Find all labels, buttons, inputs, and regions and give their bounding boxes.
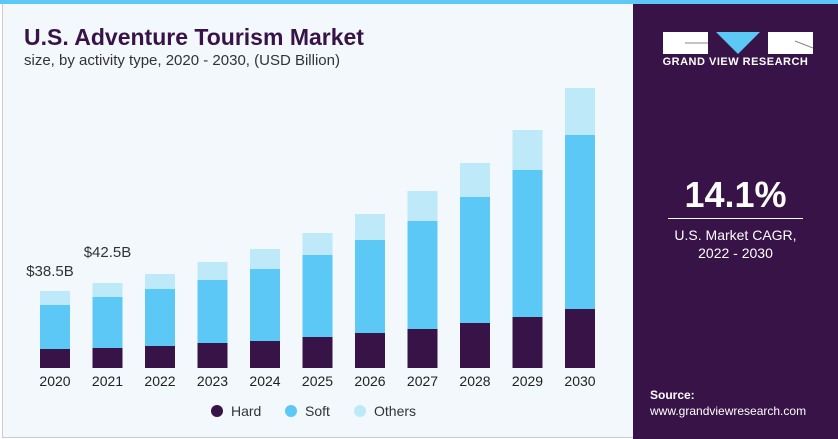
top-accent-line: [0, 0, 838, 4]
bar-soft-2021: [92, 297, 123, 348]
x-tick-label-2025: 2025: [302, 373, 333, 389]
divider: [668, 218, 803, 219]
bar-hard-2029: [512, 317, 543, 368]
bar-others-2025: [302, 233, 333, 255]
bar-others-2024: [250, 249, 280, 269]
bar-hard-2026: [355, 333, 385, 368]
x-tick-label-2024: 2024: [249, 373, 280, 389]
bar-hard-2027: [407, 329, 438, 368]
data-label-2020: $38.5B: [26, 263, 74, 280]
chart-subtitle: size, by activity type, 2020 - 2030, (US…: [24, 52, 340, 69]
x-tick-label-2020: 2020: [39, 373, 70, 389]
bar-hard-2024: [250, 341, 280, 368]
cagr-value: 14.1%: [684, 174, 787, 215]
legend-label-soft: Soft: [305, 403, 330, 419]
bar-others-2029: [512, 130, 543, 170]
bar-soft-2022: [145, 289, 175, 346]
x-tick-label-2027: 2027: [407, 373, 438, 389]
legend-marker-soft: [285, 405, 297, 417]
x-tick-label-2021: 2021: [92, 373, 123, 389]
bar-others-2023: [197, 262, 228, 280]
bar-soft-2027: [407, 221, 438, 329]
x-tick-label-2022: 2022: [144, 373, 175, 389]
legend-label-others: Others: [374, 403, 416, 419]
bar-soft-2028: [460, 197, 490, 323]
legend-marker-others: [354, 405, 366, 417]
bar-soft-2025: [302, 255, 333, 337]
chart-title: U.S. Adventure Tourism Market: [24, 24, 364, 50]
legend-marker-hard: [211, 405, 223, 417]
x-tick-label-2030: 2030: [564, 373, 595, 389]
bar-soft-2023: [197, 280, 228, 343]
bar-chart: 2020 2021 2022 2023 2024 2025 2026 2027 2028 2029…: [26, 88, 596, 419]
bar-hard-2020: [40, 349, 70, 368]
bar-others-2030: [565, 88, 595, 135]
x-tick-label-2026: 2026: [354, 373, 385, 389]
info-panel: GRAND VIEW RESEARCH 14.1% U.S. Market CA…: [633, 4, 838, 439]
bar-others-2027: [407, 191, 438, 221]
bar-soft-2020: [40, 305, 70, 349]
legend-label-hard: Hard: [231, 403, 261, 419]
bar-hard-2028: [460, 323, 490, 368]
source-label: Source:: [650, 388, 695, 402]
bar-hard-2023: [197, 343, 228, 368]
bar-hard-2021: [92, 348, 123, 368]
bar-hard-2022: [145, 346, 175, 368]
data-label-2021: $42.5B: [84, 244, 132, 261]
x-tick-label-2023: 2023: [197, 373, 228, 389]
bar-soft-2024: [250, 269, 280, 341]
x-tick-label-2029: 2029: [512, 373, 543, 389]
bar-others-2022: [145, 274, 175, 289]
bar-soft-2026: [355, 240, 385, 333]
cagr-label: U.S. Market CAGR,: [674, 227, 797, 243]
bar-soft-2030: [565, 135, 595, 309]
x-tick-label-2028: 2028: [459, 373, 490, 389]
source-url[interactable]: www.grandviewresearch.com: [650, 404, 807, 418]
bar-soft-2029: [512, 170, 543, 317]
cagr-period: 2022 - 2030: [698, 245, 773, 261]
bar-hard-2025: [302, 337, 333, 368]
bar-others-2028: [460, 163, 490, 197]
grand-view-research-logo: [663, 32, 814, 54]
brand-name: GRAND VIEW RESEARCH: [662, 56, 809, 68]
bar-hard-2030: [565, 309, 595, 368]
bar-others-2026: [355, 214, 385, 240]
bar-others-2020: [40, 291, 70, 305]
bar-others-2021: [92, 283, 123, 297]
